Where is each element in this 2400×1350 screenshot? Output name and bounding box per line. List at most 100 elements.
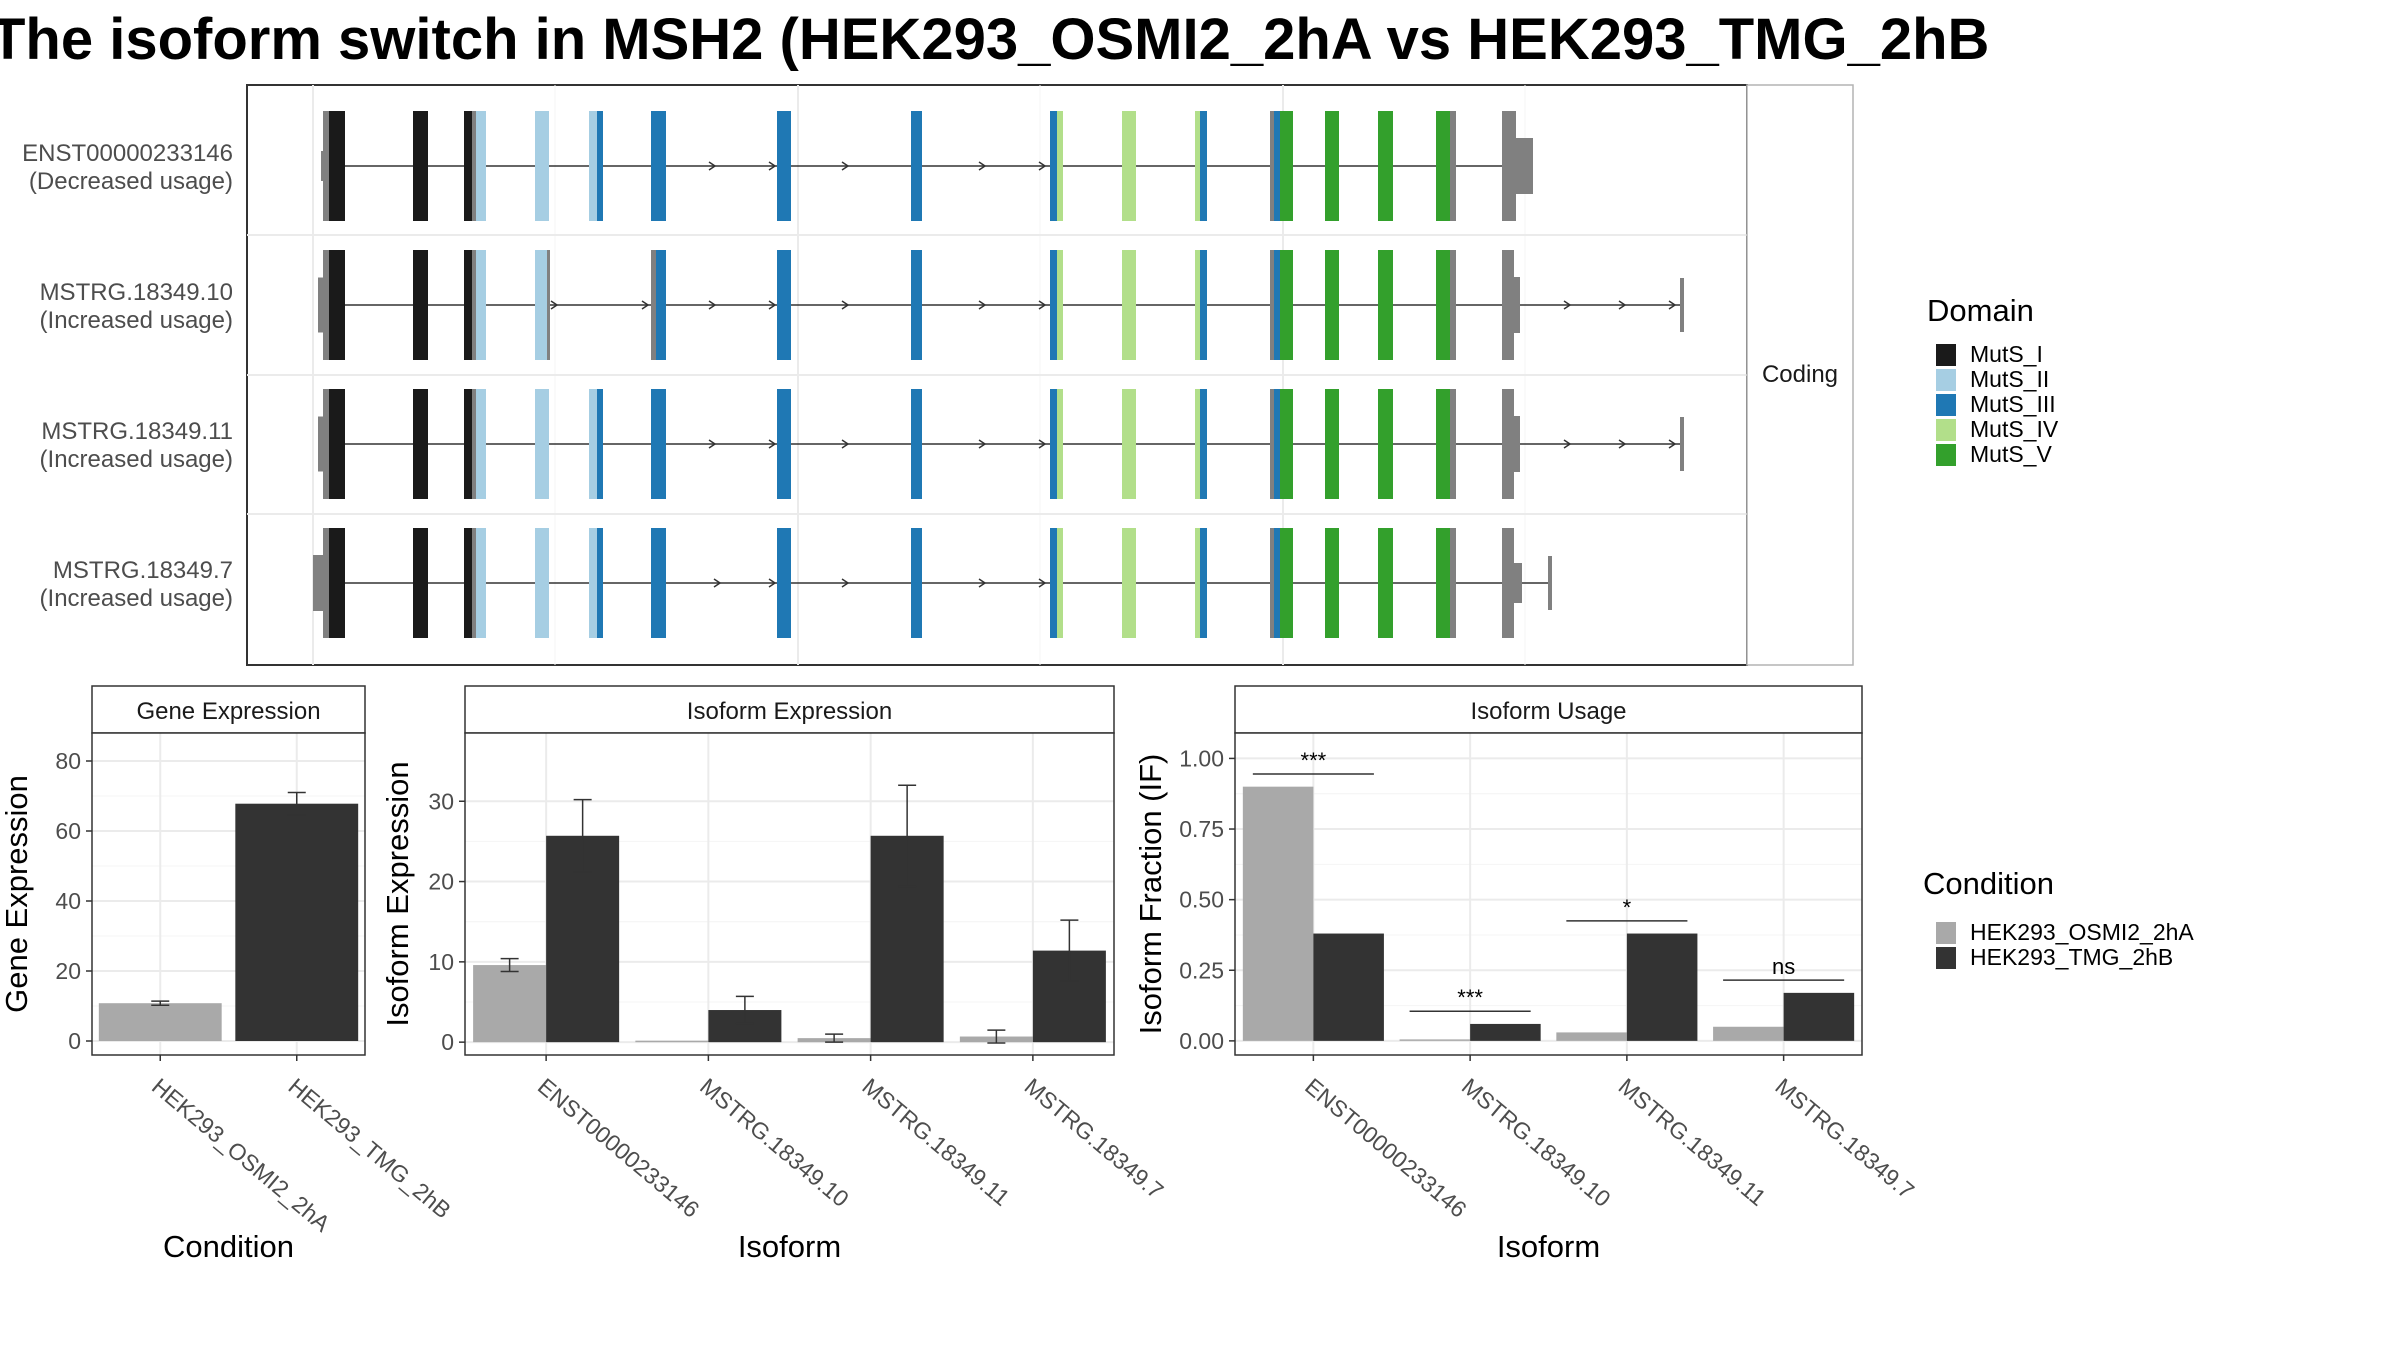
y-tick-label: 40 bbox=[55, 888, 81, 914]
exon-MutS_V bbox=[1436, 528, 1450, 638]
strand-arrow bbox=[708, 161, 717, 171]
utr-exon bbox=[1502, 528, 1514, 638]
isoform-expression-chart: Isoform Expression 0 10 20 30 ENST00000233146… bbox=[380, 685, 1169, 1264]
exon-MutS_III bbox=[911, 250, 922, 360]
exon-MutS_II bbox=[535, 528, 549, 638]
exon-MutS_III bbox=[911, 389, 922, 499]
y-tick-label: 20 bbox=[428, 869, 454, 895]
transcript-id-label: MSTRG.18349.11 bbox=[41, 418, 233, 445]
exon-MutS_II bbox=[476, 250, 486, 360]
bar bbox=[1783, 992, 1855, 1041]
exon-MutS_III bbox=[597, 389, 603, 499]
transcript-track bbox=[313, 528, 1552, 638]
exon-MutS_II bbox=[589, 528, 597, 638]
chart-strip bbox=[1234, 685, 1863, 734]
exon-MutS_III bbox=[1270, 111, 1280, 221]
exon-MutS_II bbox=[535, 250, 549, 360]
exon-noncoding bbox=[1270, 111, 1274, 221]
exon-MutS_III bbox=[651, 528, 666, 638]
domain-legend-label: MutS_III bbox=[1970, 391, 2056, 417]
exon-MutS_I bbox=[328, 111, 345, 221]
bar bbox=[1626, 933, 1698, 1041]
exon-MutS_III bbox=[597, 111, 603, 221]
exon-MutS_V bbox=[1325, 111, 1339, 221]
structure-strip bbox=[1746, 84, 1854, 666]
strand-arrow bbox=[768, 578, 777, 588]
transcript-id-label: MSTRG.18349.7 bbox=[53, 557, 233, 584]
y-axis-title: Isoform Expression bbox=[380, 761, 415, 1026]
exon-MutS_IV bbox=[1057, 528, 1063, 638]
strand-arrow bbox=[708, 300, 717, 310]
strand-arrow bbox=[841, 161, 850, 171]
bar bbox=[473, 965, 547, 1043]
y-tick-label: 10 bbox=[428, 949, 454, 975]
exon-noncoding_exon bbox=[472, 528, 476, 638]
exon-MutS_III bbox=[1200, 528, 1207, 638]
x-tick-label: MSTRG.18349.11 bbox=[1614, 1073, 1771, 1211]
exon-MutS_V bbox=[1280, 250, 1293, 360]
chart-strip-label: Gene Expression bbox=[136, 698, 320, 725]
exon-noncoding_exon bbox=[1450, 528, 1456, 638]
strand-arrow bbox=[1618, 439, 1627, 449]
strand-arrow bbox=[1038, 161, 1047, 171]
bar bbox=[635, 1040, 709, 1043]
exon-MutS_IV bbox=[1057, 250, 1063, 360]
exon-noncoding_exon bbox=[472, 250, 476, 360]
exon-MutS_V bbox=[1436, 389, 1450, 499]
x-tick-label: ENST00000233146 bbox=[533, 1073, 705, 1223]
exon-MutS_I bbox=[328, 250, 345, 360]
chart-strip-label: Isoform Usage bbox=[1470, 698, 1626, 725]
exon-MutS_V bbox=[1436, 111, 1450, 221]
exon-noncoding bbox=[1270, 389, 1274, 499]
exon-MutS_I bbox=[414, 111, 425, 221]
x-axis-title: Condition bbox=[163, 1229, 294, 1264]
utr-exon bbox=[1514, 563, 1522, 603]
exon-MutS_I bbox=[414, 528, 425, 638]
exon-MutS_III bbox=[1050, 111, 1057, 221]
strand-arrow bbox=[1563, 439, 1572, 449]
transcript-track bbox=[321, 111, 1533, 221]
exon-MutS_III bbox=[1050, 389, 1057, 499]
domain-legend-key bbox=[1936, 369, 1956, 391]
bar bbox=[1313, 933, 1384, 1041]
exon-MutS_IV bbox=[1195, 111, 1200, 221]
strand-arrow bbox=[768, 300, 777, 310]
bar bbox=[235, 803, 359, 1041]
exon-MutS_IV bbox=[1122, 111, 1136, 221]
exon-noncoding bbox=[547, 250, 550, 360]
strand-arrow bbox=[708, 439, 717, 449]
domain-legend-title: Domain bbox=[1927, 293, 2034, 328]
chart-strip-label: Isoform Expression bbox=[687, 698, 892, 725]
domain-legend-label: MutS_V bbox=[1970, 441, 2052, 467]
x-tick-label: MSTRG.18349.10 bbox=[695, 1073, 854, 1212]
exon-MutS_I bbox=[464, 111, 473, 221]
transcript-structure-panel: ENST00000233146(Decreased usage) MSTRG.18… bbox=[22, 84, 1854, 666]
exon-MutS_III bbox=[1050, 528, 1057, 638]
exon-noncoding bbox=[323, 250, 329, 360]
transcript-id-label: MSTRG.18349.10 bbox=[40, 279, 233, 306]
strand-arrow bbox=[978, 161, 987, 171]
exon-noncoding_exon bbox=[1450, 250, 1456, 360]
exon-MutS_II bbox=[476, 389, 486, 499]
exon-MutS_III bbox=[1200, 389, 1207, 499]
strand-arrow bbox=[1038, 300, 1047, 310]
transcript-usage-label: (Decreased usage) bbox=[29, 168, 233, 195]
x-axis-title: Isoform bbox=[1497, 1229, 1600, 1264]
transcript-usage-label: (Increased usage) bbox=[40, 585, 233, 612]
utr-exon bbox=[1514, 416, 1520, 472]
y-tick-label: 0.25 bbox=[1179, 957, 1224, 983]
transcript-track bbox=[318, 250, 1684, 360]
exon-MutS_I bbox=[464, 528, 473, 638]
domain-legend-label: MutS_II bbox=[1970, 366, 2049, 392]
exon-MutS_I bbox=[328, 389, 345, 499]
exon-MutS_I bbox=[464, 250, 473, 360]
y-tick-label: 0.00 bbox=[1179, 1028, 1224, 1054]
exon-MutS_IV bbox=[1195, 528, 1200, 638]
exon-MutS_V bbox=[1436, 250, 1450, 360]
strand-arrow bbox=[1563, 300, 1572, 310]
condition-legend-label: HEK293_TMG_2hB bbox=[1970, 944, 2173, 970]
bar bbox=[1713, 1026, 1784, 1041]
